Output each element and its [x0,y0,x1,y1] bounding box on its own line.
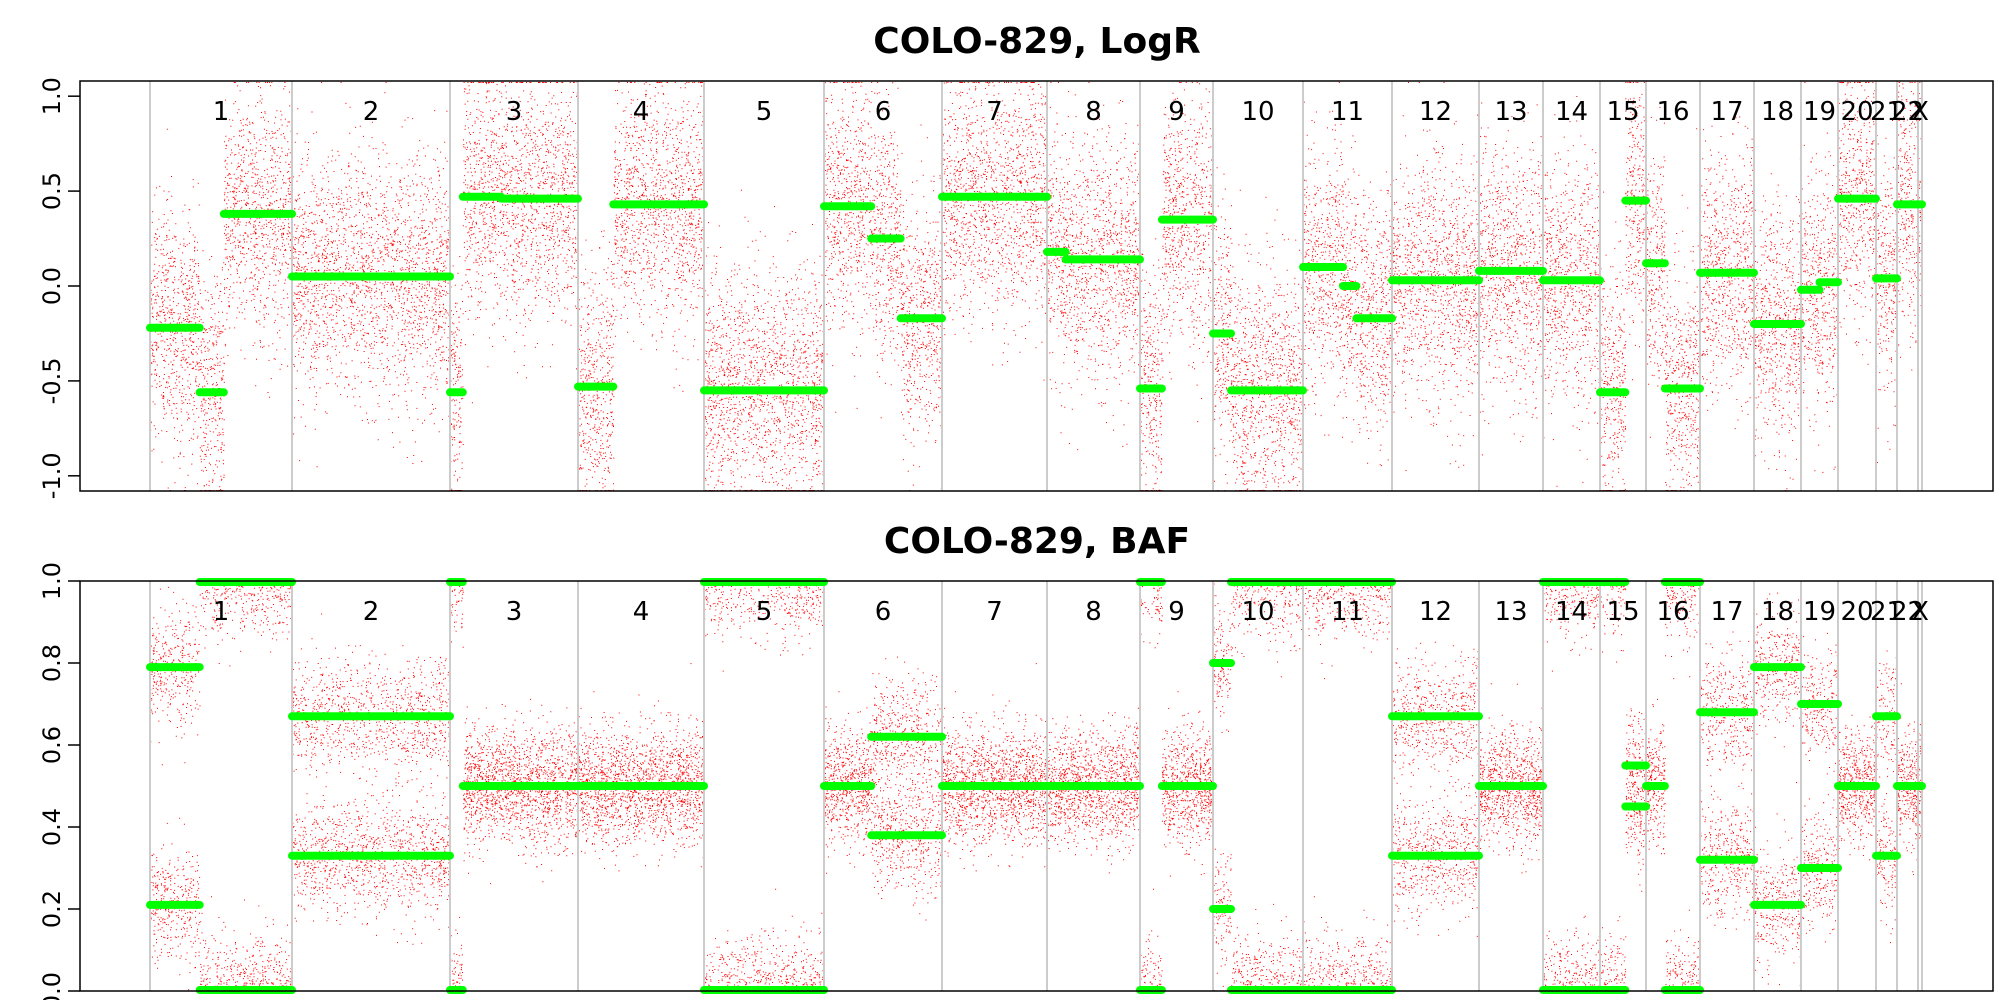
chromosome-label-1: 1 [213,597,230,627]
y-tick-label: 1.0 [38,77,66,115]
chromosome-label-19: 19 [1803,597,1836,627]
chromosome-label-5: 5 [756,97,773,127]
y-tick-label: 0.5 [38,172,66,210]
chromosome-label-20: 20 [1840,597,1873,627]
logr-title: COLO-829, LogR [873,21,1200,62]
chromosome-label-3: 3 [506,597,523,627]
chromosome-label-7: 7 [986,97,1003,127]
chromosome-label-3: 3 [506,97,523,127]
y-tick-label: 0.4 [38,808,66,846]
chromosome-label-X: X [1911,97,1929,127]
baf-title: COLO-829, BAF [884,521,1190,562]
chromosome-label-14: 14 [1555,97,1588,127]
chromosome-label-12: 12 [1419,597,1452,627]
chromosome-label-13: 13 [1494,597,1527,627]
chromosome-label-12: 12 [1419,97,1452,127]
chromosome-label-2: 2 [363,97,380,127]
y-tick-label: 0.6 [38,726,66,764]
logr-panel: COLO-829, LogR 1 2 3 4 5 6 7 8 9 10 11 12 13 14 15 16 17… [38,21,1994,499]
chromosome-label-9: 9 [1168,97,1185,127]
y-tick-label: 0.0 [38,267,66,305]
chromosome-label-6: 6 [875,97,892,127]
chromosome-label-13: 13 [1494,97,1527,127]
chromosome-label-4: 4 [633,597,650,627]
chromosome-label-X: X [1911,597,1929,627]
chromosome-label-18: 18 [1761,97,1794,127]
logr-segments-layer [146,192,1926,397]
chromosome-label-2: 2 [363,597,380,627]
logr-plot-frame [79,80,1994,492]
baf-segments-layer [146,578,1926,994]
chromosome-label-22: 22 [1891,597,1924,627]
y-tick-label: 0.2 [38,890,66,928]
chromosome-label-9: 9 [1168,597,1185,627]
chromosome-label-8: 8 [1085,597,1102,627]
chromosome-label-22: 22 [1891,97,1924,127]
chromosome-label-4: 4 [633,97,650,127]
baf-plot-frame [79,580,1994,992]
chromosome-label-11: 11 [1331,597,1364,627]
chromosome-label-8: 8 [1085,97,1102,127]
y-tick-label: -1.0 [38,452,66,499]
chromosome-label-10: 10 [1241,597,1274,627]
chromosome-label-20: 20 [1840,97,1873,127]
chromosome-label-1: 1 [213,97,230,127]
chromosome-label-11: 11 [1331,97,1364,127]
y-tick-label: -0.5 [38,357,66,404]
y-tick-label: 0.0 [38,972,66,1000]
chromosome-label-17: 17 [1710,597,1743,627]
chromosome-label-19: 19 [1803,97,1836,127]
chromosome-label-21: 21 [1870,97,1903,127]
chromosome-label-21: 21 [1870,597,1903,627]
chromosome-label-15: 15 [1606,597,1639,627]
chromosome-label-10: 10 [1241,97,1274,127]
baf-panel: COLO-829, BAF 1 2 3 4 5 6 7 8 9 10 11 12 13 14 15 16 17 1… [38,521,1994,1000]
chromosome-label-6: 6 [875,597,892,627]
y-tick-label: 1.0 [38,562,66,600]
chromosome-label-17: 17 [1710,97,1743,127]
y-tick-label: 0.8 [38,644,66,682]
baf-y-axis: 0.0 0.2 0.4 0.6 0.8 1.0 [38,562,80,1000]
chromosome-label-16: 16 [1656,597,1689,627]
chromosome-label-5: 5 [756,597,773,627]
baf-points-layer [150,582,1923,991]
data-point-cloud [150,582,1923,991]
chromosome-label-14: 14 [1555,597,1588,627]
logr-y-axis: -1.0 -0.5 0.0 0.5 1.0 [38,77,80,499]
chromosome-label-18: 18 [1761,597,1794,627]
chromosome-label-16: 16 [1656,97,1689,127]
chromosome-label-7: 7 [986,597,1003,627]
chromosome-label-15: 15 [1606,97,1639,127]
